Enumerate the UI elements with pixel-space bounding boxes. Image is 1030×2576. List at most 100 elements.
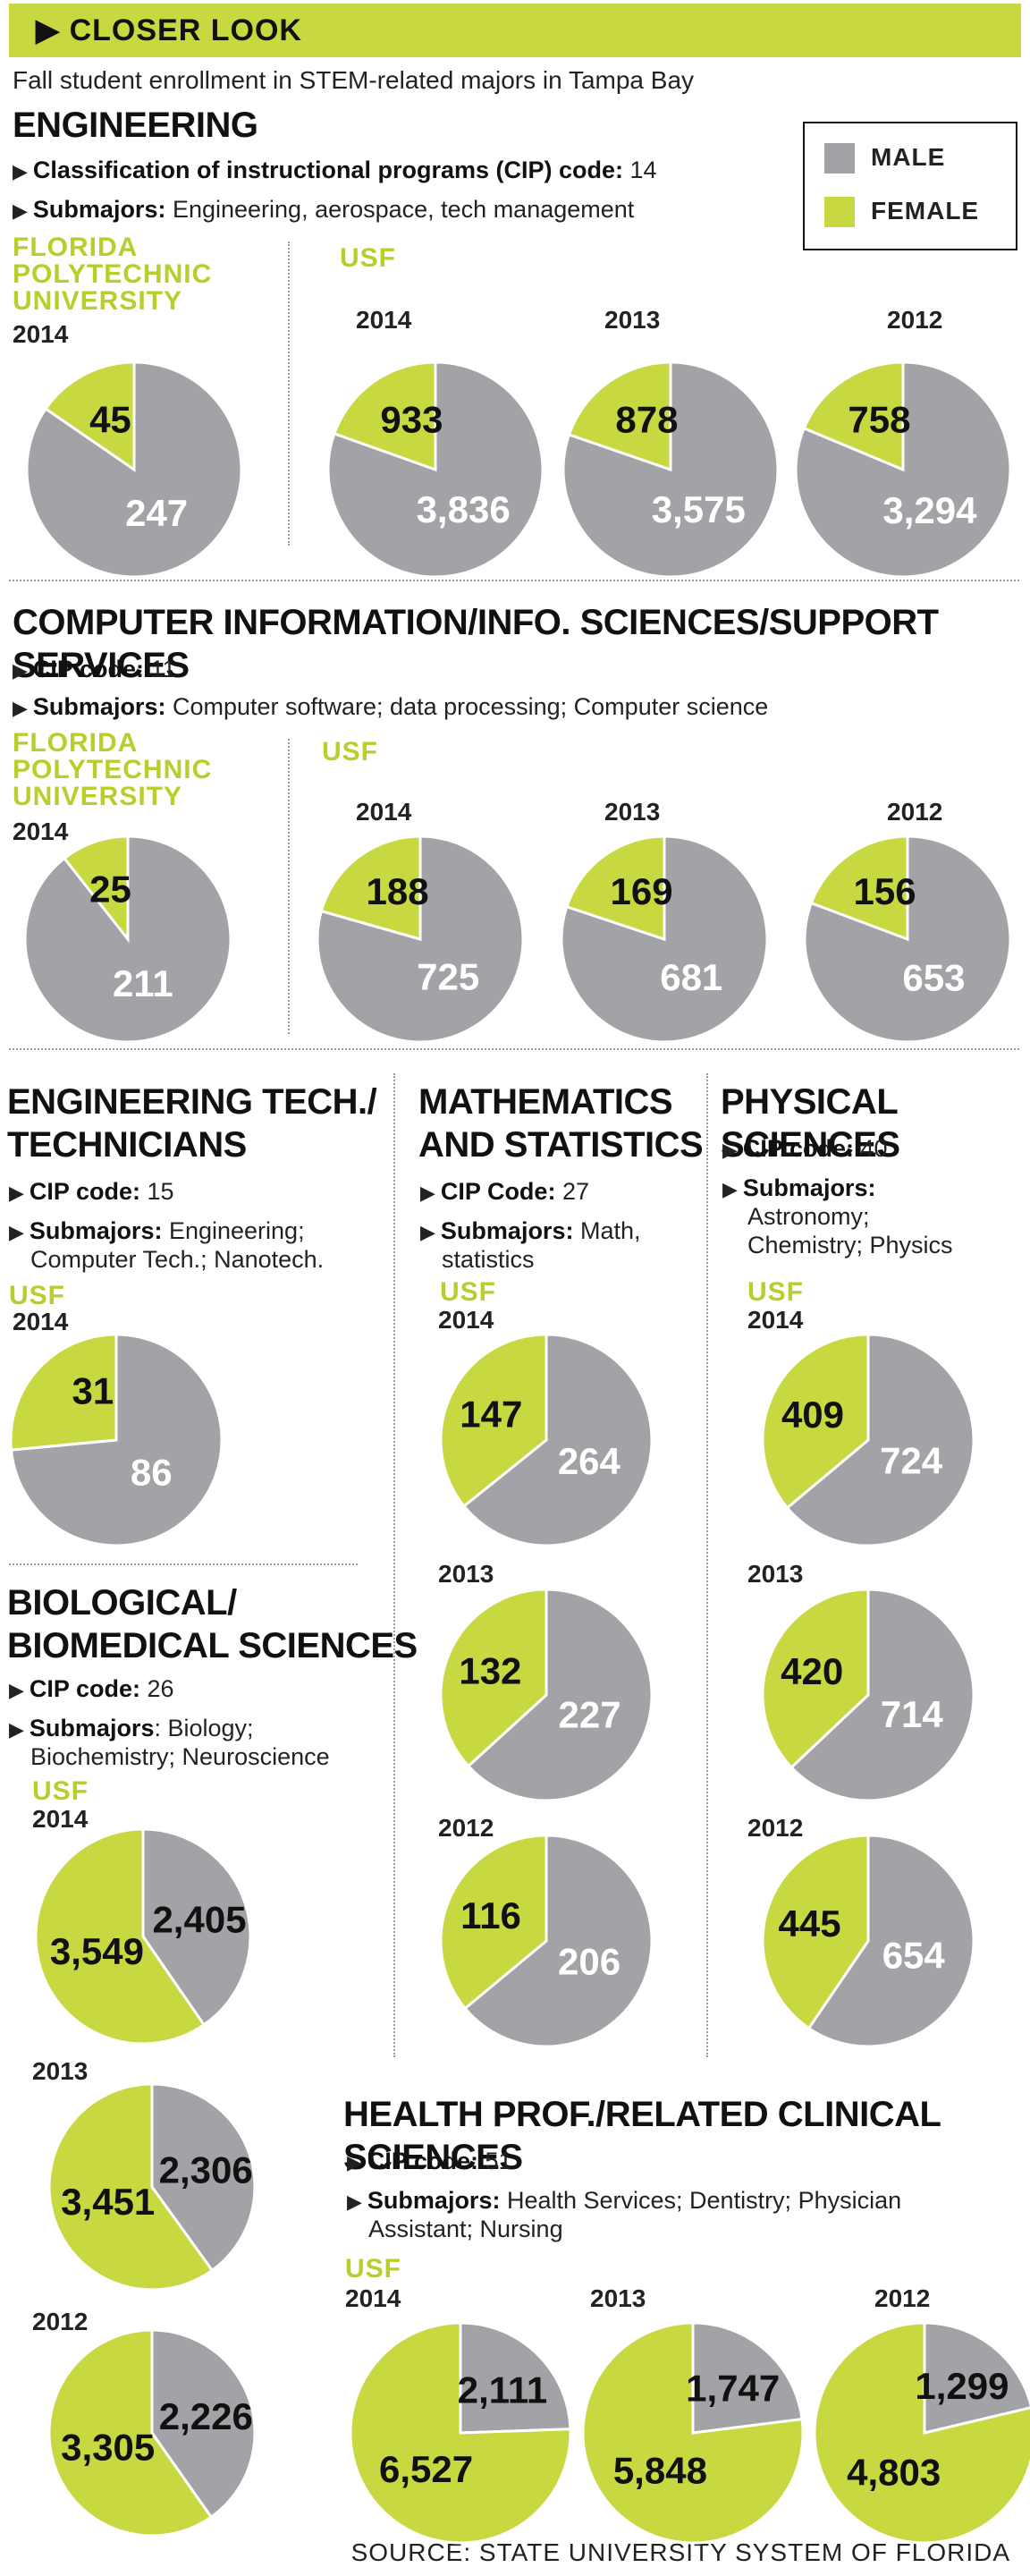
pie-label-male: 3,294 xyxy=(882,489,977,531)
header-banner: ▶ CLOSER LOOK xyxy=(9,4,1021,57)
pie-chart-cs-fpu-2014: 211 25 xyxy=(23,835,232,1044)
bio-submajors-cont: Biochemistry; Neuroscience xyxy=(30,1743,330,1770)
pie-slice-male xyxy=(463,1834,654,2048)
pie-label-female: 116 xyxy=(460,1894,521,1936)
triangle-icon: ▶ xyxy=(9,1221,24,1243)
pie-slice-female xyxy=(761,1333,870,1510)
year-label: 2013 xyxy=(604,306,661,334)
pie-slice-female xyxy=(333,360,437,472)
computer-submajors: ▶ Submajors: Computer software; data proc… xyxy=(13,693,769,720)
engineering-cip: ▶ Classification of instructional program… xyxy=(13,157,657,183)
pie-label-male: 227 xyxy=(559,1693,621,1735)
pie-slice-male xyxy=(150,2082,257,2273)
engtech-title-line2: TECHNICIANS xyxy=(7,1125,247,1165)
pie-slice-female xyxy=(809,835,909,942)
pie-chart-cs-usf-2012: 653 156 xyxy=(803,835,1012,1044)
math-title-line2: AND STATISTICS xyxy=(418,1125,704,1165)
pie-label-male: 86 xyxy=(131,1452,173,1494)
engineering-submajors: ▶ Submajors: Engineering, aerospace, tech… xyxy=(13,196,635,223)
pie-label-female: 188 xyxy=(366,870,428,912)
pie-label-female: 3,305 xyxy=(61,2427,155,2469)
year-label: 2014 xyxy=(13,320,69,348)
pie-label-male: 653 xyxy=(902,957,965,999)
pie-slice-female xyxy=(34,1827,207,2046)
pie-label-female: 4,803 xyxy=(847,2451,941,2493)
math-submajors: ▶ Submajors: Math, xyxy=(420,1217,641,1244)
pie-chart-phys-usf-2012: 654 445 xyxy=(761,1834,975,2048)
engineering-usf-label: USF xyxy=(340,243,396,273)
year-label: 2014 xyxy=(356,306,412,334)
pie-slice-male xyxy=(806,1834,975,2048)
pie-label-male: 2,405 xyxy=(152,1898,246,1940)
pie-label-male: 654 xyxy=(882,1935,946,1977)
pie-label-female: 878 xyxy=(615,399,678,441)
legend-male-label: MALE xyxy=(871,143,946,171)
pie-slice-female xyxy=(9,1333,118,1452)
engtech-submajors: ▶ Submajors: Engineering; xyxy=(9,1217,305,1244)
pie-slice-female xyxy=(439,1588,548,1768)
triangle-icon: ▶ xyxy=(36,13,61,47)
bio-usf-label: USF xyxy=(32,1776,89,1806)
health-submajors-cont: Assistant; Nursing xyxy=(368,2216,563,2242)
pie-label-female: 31 xyxy=(72,1369,114,1411)
pie-chart-phys-usf-2014: 724 409 xyxy=(761,1333,975,1547)
computer-usf-label: USF xyxy=(322,737,378,767)
pie-label-female: 132 xyxy=(459,1649,521,1691)
pie-chart-hp-usf-2013: 1,747 5,848 xyxy=(581,2321,805,2545)
male-swatch xyxy=(824,143,855,174)
section-divider xyxy=(9,1563,358,1565)
pie-label-male: 681 xyxy=(660,956,722,998)
pie-slice-female xyxy=(761,1834,870,2030)
pie-slice-female xyxy=(47,2082,215,2292)
pie-slice-male xyxy=(150,2328,257,2520)
legend: MALE FEMALE xyxy=(803,122,1017,250)
pie-slice-male xyxy=(691,2321,804,2435)
pie-slice-male xyxy=(560,835,769,1044)
physical-title: PHYSICAL SCIENCES xyxy=(721,1082,900,1165)
pie-label-female: 25 xyxy=(89,868,131,910)
pie-slice-female xyxy=(564,835,666,942)
physical-cip: ▶ CIP code: 40 xyxy=(722,1135,888,1162)
pie-label-male: 3,575 xyxy=(652,488,746,530)
pie-slice-male xyxy=(25,360,243,579)
column-divider xyxy=(288,242,290,546)
pie-chart-math-usf-2012: 206 116 xyxy=(439,1834,654,2048)
pie-slice-female xyxy=(319,835,422,941)
pie-slice-female xyxy=(802,360,905,472)
year-label: 2012 xyxy=(747,1814,804,1842)
pie-chart-eng-usf-2013: 3,575 878 xyxy=(561,360,780,579)
pie-slice-female xyxy=(47,2328,214,2538)
pie-label-female: 3,549 xyxy=(50,1930,144,1972)
pie-slice-male xyxy=(785,1333,975,1547)
triangle-icon: ▶ xyxy=(420,1182,435,1204)
year-label: 2012 xyxy=(874,2284,931,2312)
section-divider xyxy=(9,580,1019,581)
computer-cip: ▶ CIP code: 11 xyxy=(13,656,176,682)
pie-chart-math-usf-2014: 264 147 xyxy=(439,1333,654,1547)
bio-submajors: ▶ Submajors: Biology; xyxy=(9,1715,254,1741)
pie-label-female: 6,527 xyxy=(379,2448,473,2490)
pie-label-female: 169 xyxy=(610,870,672,912)
column-divider xyxy=(393,1073,395,2057)
triangle-icon: ▶ xyxy=(13,160,28,182)
year-label: 2014 xyxy=(13,818,69,845)
column-divider xyxy=(288,739,290,1034)
year-label: 2012 xyxy=(438,1814,494,1842)
year-label: 2014 xyxy=(32,1805,89,1833)
physical-submajors-line2: Chemistry; Physics xyxy=(747,1232,953,1258)
pie-label-male: 724 xyxy=(880,1439,943,1481)
engineering-fpu-label: FLORIDA POLYTECHNIC UNIVERSITY xyxy=(13,233,213,316)
year-label: 2012 xyxy=(32,2308,89,2335)
pie-chart-math-usf-2013: 227 132 xyxy=(439,1588,654,1802)
year-label: 2013 xyxy=(604,798,661,826)
pie-label-female: 45 xyxy=(89,399,131,441)
math-submajors-cont: statistics xyxy=(442,1246,535,1273)
pie-slice-female xyxy=(62,835,130,944)
pie-label-female: 758 xyxy=(848,399,910,441)
pie-slice-female xyxy=(439,1333,548,1508)
triangle-icon: ▶ xyxy=(9,1679,24,1701)
pie-slice-female xyxy=(349,2321,572,2545)
pie-label-male: 3,836 xyxy=(417,488,511,530)
